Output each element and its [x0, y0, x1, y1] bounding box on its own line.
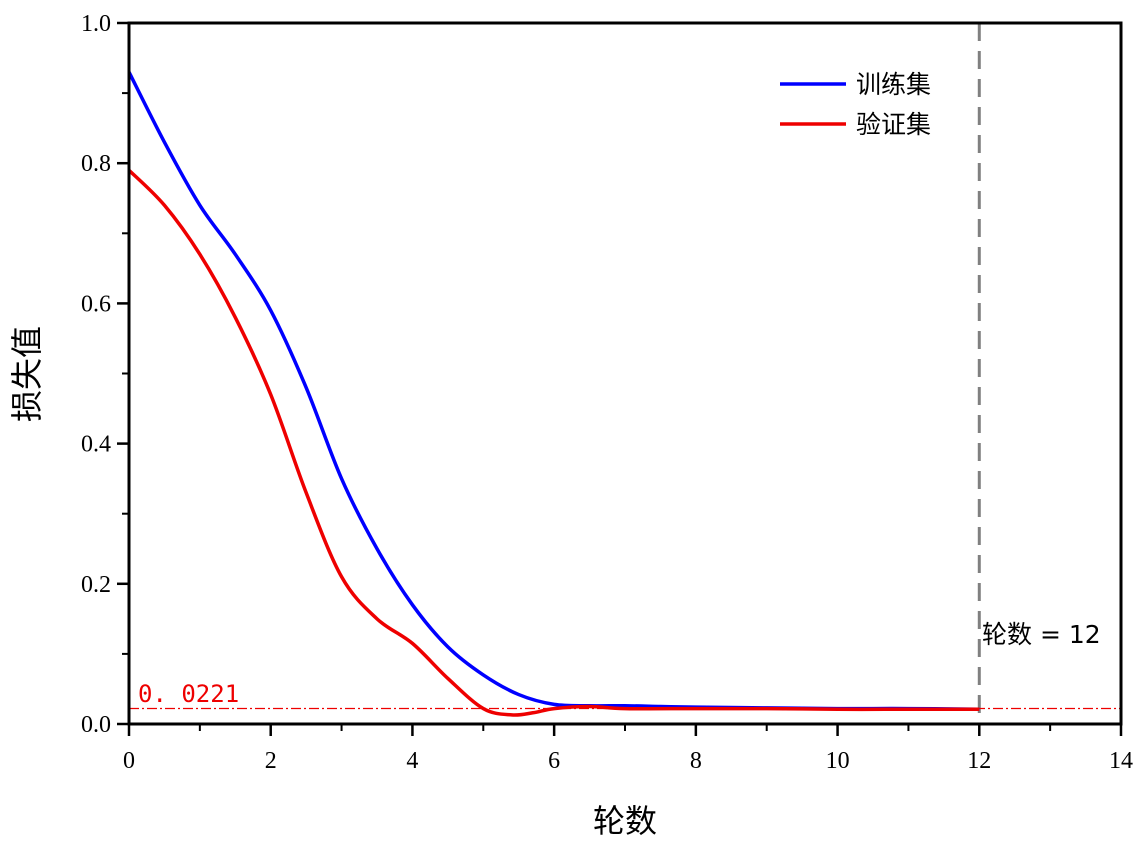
x-tick-label: 12 [967, 748, 991, 774]
series-line-train [127, 71, 980, 712]
y-tick-label: 1.0 [81, 11, 111, 37]
x-tick-label: 2 [265, 748, 277, 774]
y-tick-label: 0.0 [81, 712, 111, 738]
y-tick-label: 0.4 [81, 432, 111, 458]
x-tick-label: 10 [826, 748, 850, 774]
x-tick-label: 8 [690, 748, 702, 774]
plot-frame [127, 21, 1123, 726]
x-axis-title: 轮数 [593, 802, 657, 840]
legend-label-val: 验证集 [856, 110, 931, 139]
y-tick-label: 0.2 [81, 572, 111, 598]
x-tick-label: 4 [406, 748, 418, 774]
series-line-val [127, 168, 980, 717]
ticks-layer: 0 2 4 6 8 10 12 14 0.0 0.2 0.4 0.6 0.8 1.0 [81, 11, 1133, 774]
vline-annotation: 轮数 = 12 [982, 620, 1101, 649]
y-tick-label: 0.6 [81, 291, 111, 317]
legend: 训练集 验证集 [780, 70, 931, 139]
y-axis-title: 损失值 [8, 326, 46, 422]
x-tick-label: 14 [1109, 748, 1133, 774]
reference-lines [129, 23, 1121, 724]
y-tick-label: 0.8 [81, 151, 111, 177]
x-tick-label: 6 [548, 748, 560, 774]
hline-annotation: 0. 0221 [138, 680, 239, 708]
series-layer [127, 71, 980, 717]
legend-label-train: 训练集 [856, 70, 931, 99]
x-tick-label: 0 [123, 748, 135, 774]
